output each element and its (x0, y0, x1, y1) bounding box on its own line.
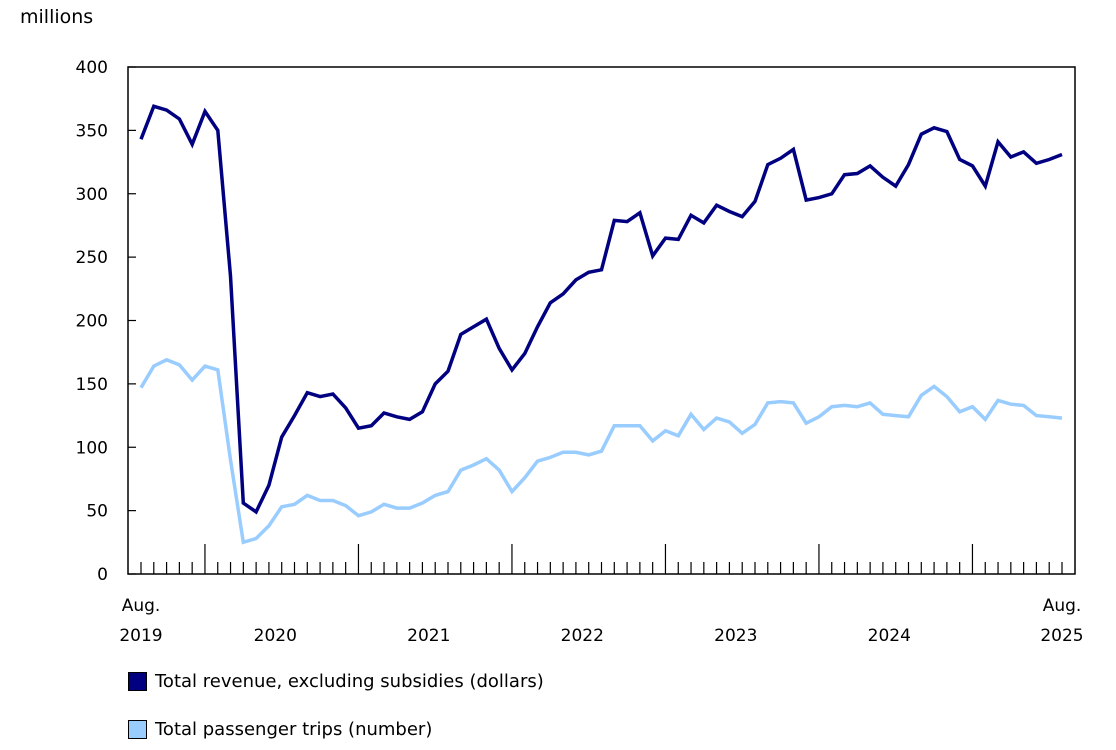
y-tick-label: 150 (76, 375, 108, 395)
x-tick-label-year: 2019 (119, 626, 162, 646)
y-tick-label: 50 (86, 502, 108, 522)
y-tick-label: 300 (76, 185, 108, 205)
legend-label-revenue: Total revenue, excluding subsidies (doll… (155, 671, 544, 692)
x-tick-label-year: 2022 (561, 626, 604, 646)
series-line-trips (139, 357, 1063, 545)
x-tick-label-year: 2021 (407, 626, 450, 646)
y-tick-label: 400 (76, 58, 108, 78)
y-tick-label: 200 (76, 312, 108, 332)
y-unit-label: millions (20, 6, 94, 28)
y-tick-label: 350 (76, 121, 108, 141)
y-tick-label: 250 (76, 248, 108, 268)
legend-swatch-trips (128, 720, 147, 739)
legend-item-trips: Total passenger trips (number) (128, 719, 432, 740)
x-tick-label-year: 2024 (868, 626, 911, 646)
x-tick-label-month: Aug. (1043, 596, 1082, 616)
series-line-revenue (139, 104, 1063, 515)
x-tick-label-year: 2025 (1040, 626, 1083, 646)
x-tick-label-month: Aug. (122, 596, 161, 616)
legend-swatch-revenue (128, 672, 147, 691)
legend-item-revenue: Total revenue, excluding subsidies (doll… (128, 671, 544, 692)
x-tick-label-year: 2023 (714, 626, 757, 646)
y-tick-label: 100 (76, 438, 108, 458)
legend-label-trips: Total passenger trips (number) (155, 719, 433, 740)
y-tick-label: 0 (97, 565, 108, 585)
plot-frame (127, 66, 1076, 575)
x-tick-label-year: 2020 (254, 626, 297, 646)
